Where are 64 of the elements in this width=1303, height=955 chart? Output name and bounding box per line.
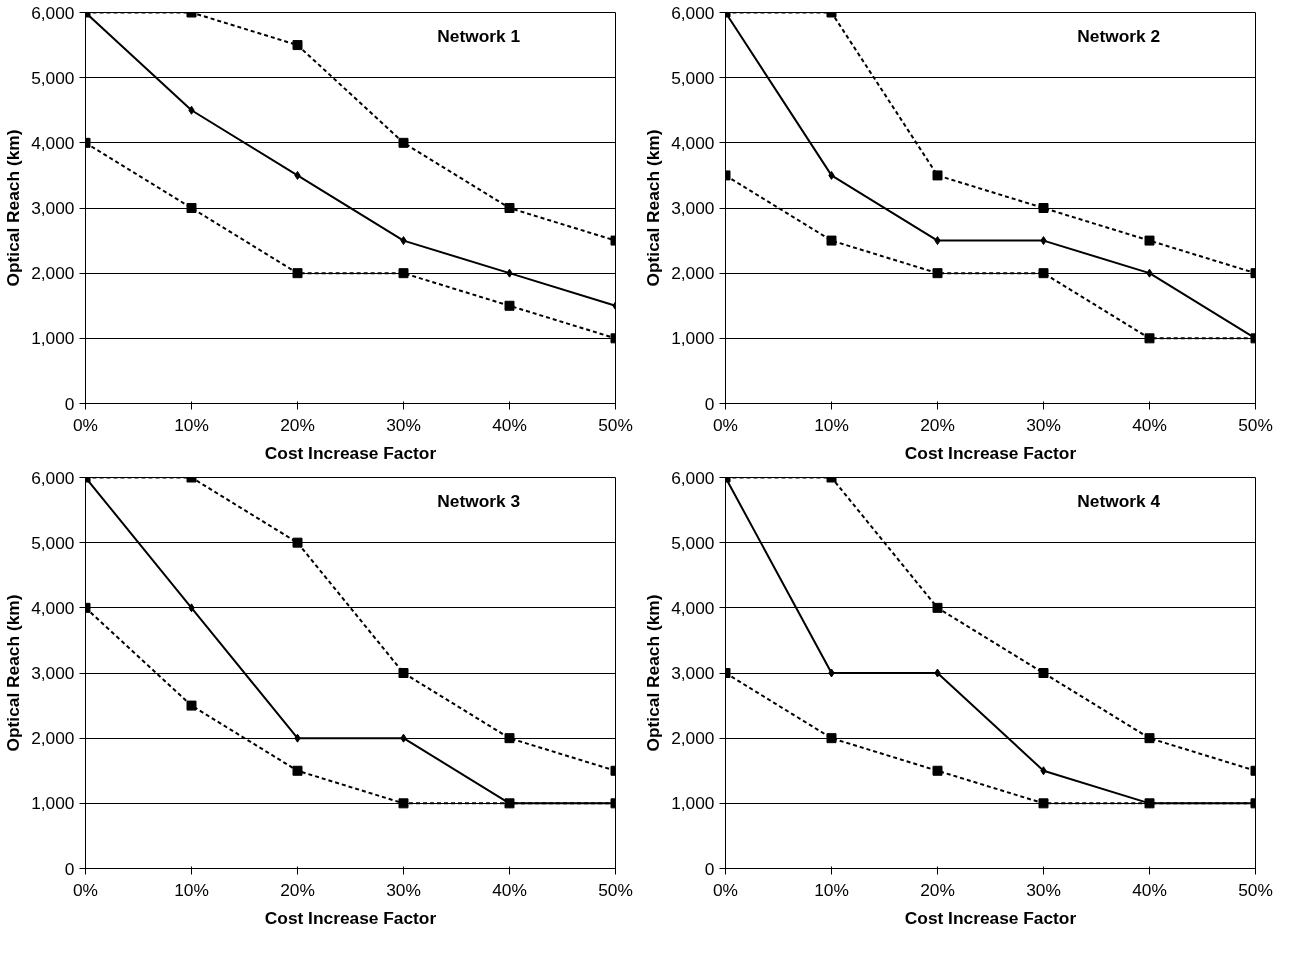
x-tick-label: 0% — [712, 414, 739, 435]
x-tick-label: 10% — [174, 879, 209, 900]
x-tick-label: 10% — [174, 414, 209, 435]
y-tick-label: 2,000 — [31, 263, 75, 284]
x-tick-label: 30% — [386, 414, 421, 435]
x-tick-label: 40% — [1132, 414, 1167, 435]
y-axis-title: Optical Reach (km) — [643, 129, 664, 287]
y-axis-title: Optical Reach (km) — [3, 129, 24, 287]
x-tick-label: 50% — [1238, 414, 1273, 435]
y-tick-label: 6,000 — [671, 467, 715, 488]
x-tick-label: 30% — [1026, 879, 1061, 900]
x-tick-label: 20% — [280, 879, 315, 900]
x-tick-label: 50% — [598, 879, 633, 900]
y-tick-label: 0 — [64, 858, 75, 879]
annotation: Network 2 — [1077, 25, 1161, 46]
y-tick-label: 2,000 — [671, 263, 715, 284]
x-axis-title: Cost Increase Factor — [264, 907, 437, 928]
y-tick-label: 1,000 — [671, 793, 715, 814]
y-tick-label: 6,000 — [31, 467, 75, 488]
y-tick-label: 4,000 — [31, 597, 75, 618]
y-tick-label: 1,000 — [671, 328, 715, 349]
x-tick-label: 20% — [280, 414, 315, 435]
y-tick-label: 0 — [704, 858, 715, 879]
y-tick-label: 0 — [704, 393, 715, 414]
y-tick-label: 3,000 — [31, 663, 75, 683]
y-tick-label: 4,000 — [671, 132, 715, 153]
y-axis-title: Optical Reach (km) — [3, 594, 24, 752]
y-tick-label: 6,000 — [671, 2, 715, 23]
x-tick-label: 40% — [492, 414, 527, 435]
y-tick-label: 2,000 — [671, 728, 715, 749]
y-axis-title: Optical Reach (km) — [643, 594, 664, 752]
y-tick-label: 1,000 — [31, 793, 75, 814]
y-tick-label: 6,000 — [31, 2, 75, 23]
x-tick-label: 0% — [72, 879, 99, 900]
x-tick-label: 10% — [814, 879, 849, 900]
x-axis-title: Cost Increase Factor — [904, 442, 1077, 463]
x-tick-label: 10% — [814, 414, 849, 435]
annotation: Network 3 — [437, 490, 521, 511]
y-tick-label: 3,000 — [671, 663, 715, 683]
x-tick-label: 30% — [386, 879, 421, 900]
x-tick-label: 50% — [1238, 879, 1273, 900]
y-tick-label: 4,000 — [31, 132, 75, 153]
x-tick-label: 0% — [712, 879, 739, 900]
y-tick-label: 3,000 — [671, 198, 715, 218]
x-tick-label: 40% — [1132, 879, 1167, 900]
x-axis-title: Cost Increase Factor — [264, 442, 437, 463]
y-tick-label: 4,000 — [671, 597, 715, 618]
y-tick-label: 0 — [64, 393, 75, 414]
x-tick-label: 20% — [920, 414, 955, 435]
y-tick-label: 3,000 — [31, 198, 75, 218]
x-tick-label: 0% — [72, 414, 99, 435]
annotation: Network 1 — [437, 25, 521, 46]
x-tick-label: 50% — [598, 414, 633, 435]
y-tick-label: 5,000 — [671, 67, 715, 88]
y-tick-label: 5,000 — [671, 532, 715, 553]
x-tick-label: 20% — [920, 879, 955, 900]
y-tick-label: 5,000 — [31, 67, 75, 88]
y-tick-label: 2,000 — [31, 728, 75, 749]
x-axis-title: Cost Increase Factor — [904, 907, 1077, 928]
x-tick-label: 40% — [492, 879, 527, 900]
y-tick-label: 1,000 — [31, 328, 75, 349]
x-tick-label: 30% — [1026, 414, 1061, 435]
y-tick-label: 5,000 — [31, 532, 75, 553]
annotation: Network 4 — [1077, 490, 1161, 511]
